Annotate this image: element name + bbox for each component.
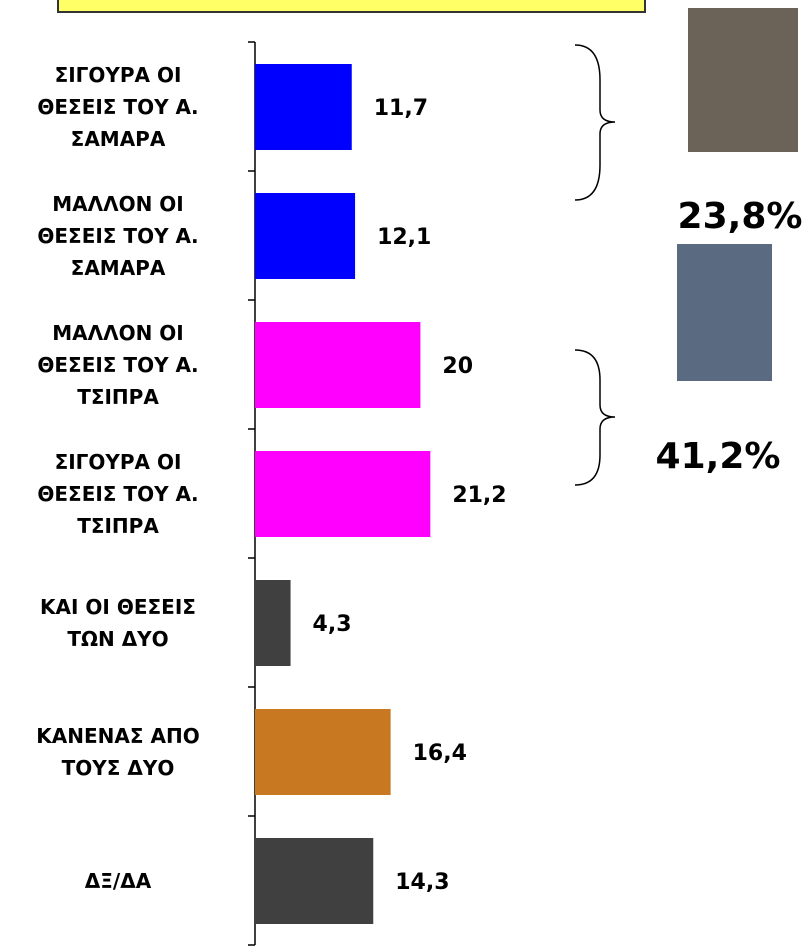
category-label: ΜΑΛΛΟΝ ΟΙ ΘΕΣΕΙΣ ΤΟΥ Α. ΤΣΙΠΡΑ xyxy=(37,321,199,409)
annotation: 23,8% xyxy=(678,196,803,237)
category-label: ΚΑΙ ΟΙ ΘΕΣΕΙΣ ΤΩΝ ΔΥΟ xyxy=(40,595,196,651)
brace xyxy=(574,44,616,201)
value-label: 4,3 xyxy=(313,612,352,637)
value-label: 20 xyxy=(442,354,473,379)
photo xyxy=(688,8,798,152)
category-label: ΜΑΛΛΟΝ ΟΙ ΘΕΣΕΙΣ ΤΟΥ Α. ΣΑΜΑΡΑ xyxy=(37,192,199,280)
bar xyxy=(255,64,352,150)
bar xyxy=(255,838,374,924)
value-label: 16,4 xyxy=(413,741,467,766)
category-label: ΚΑΝΕΝΑΣ ΑΠΟ ΤΟΥΣ ΔΥΟ xyxy=(36,724,200,780)
value-label: 11,7 xyxy=(374,96,428,121)
category-label: ΔΞ/ΔΑ xyxy=(84,869,152,893)
value-label: 21,2 xyxy=(452,483,506,508)
photo xyxy=(677,244,772,381)
value-label: 14,3 xyxy=(395,870,449,895)
category-label: ΣΙΓΟΥΡΑ ΟΙ ΘΕΣΕΙΣ ΤΟΥ Α. ΤΣΙΠΡΑ xyxy=(37,450,199,538)
bar xyxy=(255,580,291,666)
category-label: ΣΙΓΟΥΡΑ ΟΙ ΘΕΣΕΙΣ ΤΟΥ Α. ΣΑΜΑΡΑ xyxy=(37,63,199,151)
title-box xyxy=(57,0,646,13)
bar xyxy=(255,322,421,408)
annotation: 41,2% xyxy=(656,436,781,477)
brace xyxy=(574,349,616,486)
bar xyxy=(255,193,356,279)
bar xyxy=(255,709,391,795)
value-label: 12,1 xyxy=(377,225,431,250)
bar xyxy=(255,451,431,537)
